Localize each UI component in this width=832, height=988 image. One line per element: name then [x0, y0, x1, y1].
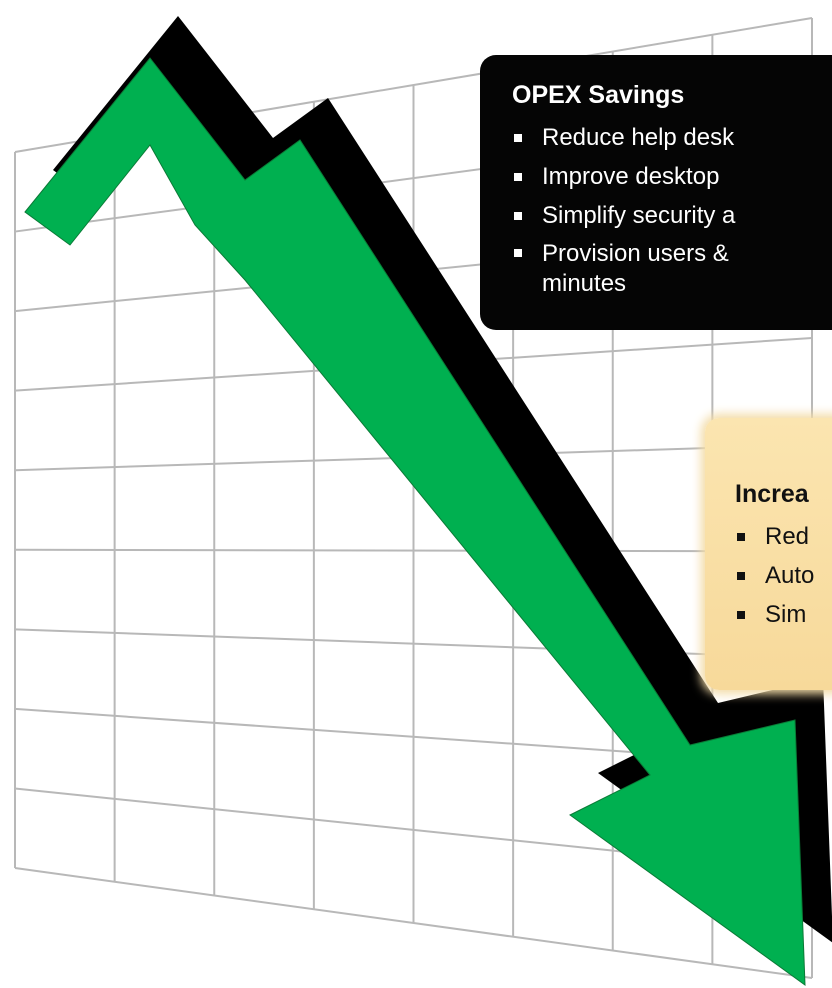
grid-line [15, 550, 812, 552]
bullet-item: Sim [735, 595, 832, 634]
bullet-item: Provision users & minutes [512, 235, 832, 299]
bullet-item: Auto [735, 556, 832, 595]
bullet-text: Red [765, 523, 809, 550]
increase-box: Increa Red Auto Sim [705, 418, 832, 690]
page: {"opex": {"title": "OPEX Savings", "item… [0, 0, 832, 988]
opex-box: OPEX Savings Reduce help desk Improve des… [480, 55, 832, 330]
bullet-list: Red Auto Sim [735, 517, 832, 634]
bullet-text: Sim [765, 601, 806, 628]
box-title: OPEX Savings [512, 81, 832, 110]
bullet-text: Provision users & [542, 240, 729, 267]
bullet-item: Improve desktop [512, 157, 832, 196]
bullet-item: Simplify security a [512, 196, 832, 235]
bullet-item: Red [735, 517, 832, 556]
bullet-text: Auto [765, 562, 814, 589]
bullet-text: minutes [542, 270, 626, 297]
slide: OPEX Savings Reduce help desk Improve des… [0, 0, 832, 988]
bullet-text: Improve desktop [542, 163, 719, 190]
bullet-text: Reduce help desk [542, 124, 734, 151]
bullet-list: Reduce help desk Improve desktop Simplify … [512, 118, 832, 299]
bullet-item: Reduce help desk [512, 118, 832, 157]
box-title: Increa [735, 480, 832, 509]
bullet-text: Simplify security a [542, 202, 735, 229]
